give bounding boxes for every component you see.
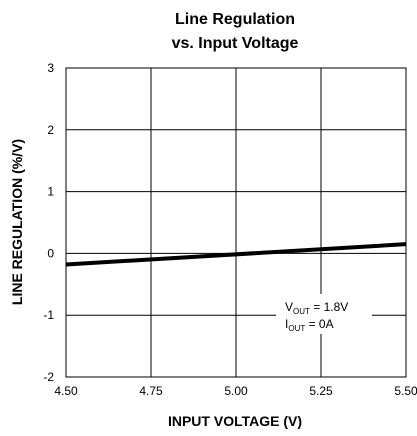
y-tick-label: -2 xyxy=(43,370,54,384)
tick-labels: 4.50 4.75 5.00 5.25 5.50 -2 -1 0 1 2 3 xyxy=(43,61,417,398)
series-line xyxy=(65,242,407,267)
y-axis-title: LINE REGULATION (%/V) xyxy=(9,139,25,305)
y-tick-label: -1 xyxy=(43,308,54,322)
x-tick-label: 4.75 xyxy=(139,384,163,398)
x-tick-label: 5.50 xyxy=(394,384,417,398)
chart-title-line-1: Line Regulation xyxy=(175,11,295,28)
x-tick-label: 4.50 xyxy=(54,384,78,398)
chart-title-line-2: vs. Input Voltage xyxy=(172,35,299,52)
data-series xyxy=(65,242,407,267)
y-tick-label: 2 xyxy=(47,123,54,137)
x-axis-title: INPUT VOLTAGE (V) xyxy=(168,413,302,429)
annotation-vout: VOUT = 1.8V xyxy=(285,300,348,316)
y-tick-label: 1 xyxy=(47,185,54,199)
annotation-box: VOUT = 1.8V IOUT = 0A xyxy=(276,294,372,334)
annotation-iout: IOUT = 0A xyxy=(285,317,334,333)
y-tick-label: 3 xyxy=(47,61,54,75)
y-tick-label: 0 xyxy=(47,246,54,260)
annotation-background xyxy=(276,294,372,334)
plot-frame xyxy=(65,67,407,378)
x-tick-label: 5.25 xyxy=(309,384,333,398)
x-tick-label: 5.00 xyxy=(224,384,248,398)
